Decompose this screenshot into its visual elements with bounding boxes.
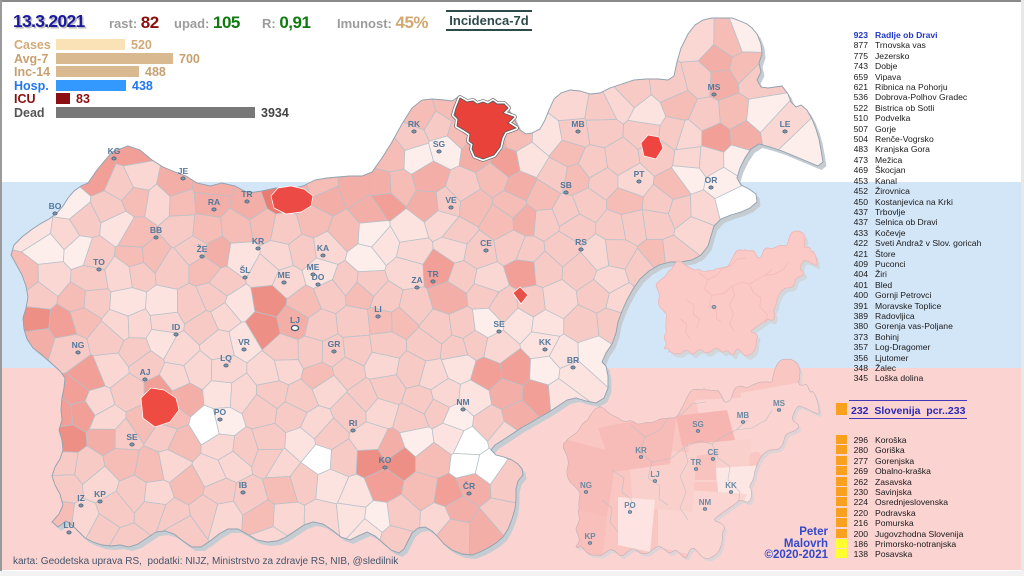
svg-text:BR: BR: [567, 355, 579, 365]
svg-text:CE: CE: [707, 448, 719, 457]
svg-text:VR: VR: [238, 337, 250, 347]
svg-text:ME: ME: [278, 270, 291, 280]
svg-text:KP: KP: [584, 532, 596, 541]
svg-text:PT: PT: [634, 169, 646, 179]
svg-text:ŠL: ŠL: [240, 264, 251, 275]
svg-text:PO: PO: [214, 407, 227, 417]
svg-text:KK: KK: [725, 481, 737, 490]
svg-text:NG: NG: [72, 340, 85, 350]
svg-text:KR: KR: [252, 236, 264, 246]
svg-text:VE: VE: [445, 195, 457, 205]
svg-text:TO: TO: [93, 257, 105, 267]
svg-text:RK: RK: [408, 119, 421, 129]
svg-text:KG: KG: [108, 146, 121, 156]
svg-text:RS: RS: [575, 237, 587, 247]
svg-text:SE: SE: [126, 432, 138, 442]
svg-text:LJ: LJ: [290, 315, 300, 325]
svg-text:LE: LE: [780, 119, 791, 129]
svg-text:SG: SG: [692, 420, 704, 429]
svg-text:LQ: LQ: [220, 353, 232, 363]
svg-text:TR: TR: [241, 189, 252, 199]
svg-text:NM: NM: [456, 397, 469, 407]
svg-text:ŽE: ŽE: [197, 243, 208, 254]
svg-text:KA: KA: [317, 243, 329, 253]
svg-text:RA: RA: [208, 197, 220, 207]
svg-text:LI: LI: [374, 304, 382, 314]
svg-text:KO: KO: [379, 455, 392, 465]
svg-text:KR: KR: [635, 446, 647, 455]
svg-text:JE: JE: [178, 166, 189, 176]
svg-text:MB: MB: [571, 119, 584, 129]
svg-text:DO: DO: [312, 272, 325, 282]
svg-text:MS: MS: [708, 82, 721, 92]
svg-text:ČR: ČR: [463, 480, 475, 491]
svg-text:OR: OR: [705, 175, 718, 185]
svg-text:LJ: LJ: [650, 470, 659, 479]
svg-text:AJ: AJ: [140, 367, 151, 377]
svg-text:KP: KP: [94, 489, 106, 499]
svg-text:LU: LU: [63, 520, 74, 530]
svg-text:ID: ID: [172, 322, 181, 332]
svg-text:IB: IB: [239, 480, 248, 490]
svg-text:SB: SB: [560, 180, 572, 190]
svg-text:SG: SG: [433, 139, 446, 149]
svg-text:BB: BB: [150, 225, 162, 235]
svg-text:ZA: ZA: [411, 275, 422, 285]
svg-text:NG: NG: [580, 481, 592, 490]
svg-text:BO: BO: [49, 201, 62, 211]
svg-text:GR: GR: [328, 339, 341, 349]
svg-text:KK: KK: [539, 337, 552, 347]
svg-text:RI: RI: [349, 418, 358, 428]
svg-text:SE: SE: [493, 319, 505, 329]
svg-text:TR: TR: [691, 458, 702, 467]
svg-text:ME: ME: [307, 262, 320, 272]
svg-text:PO: PO: [624, 501, 636, 510]
svg-text:MB: MB: [737, 411, 750, 420]
svg-text:TR: TR: [427, 269, 438, 279]
svg-text:CE: CE: [480, 238, 492, 248]
svg-text:MS: MS: [773, 399, 786, 408]
svg-text:IZ: IZ: [77, 493, 85, 503]
svg-text:NM: NM: [699, 498, 712, 507]
